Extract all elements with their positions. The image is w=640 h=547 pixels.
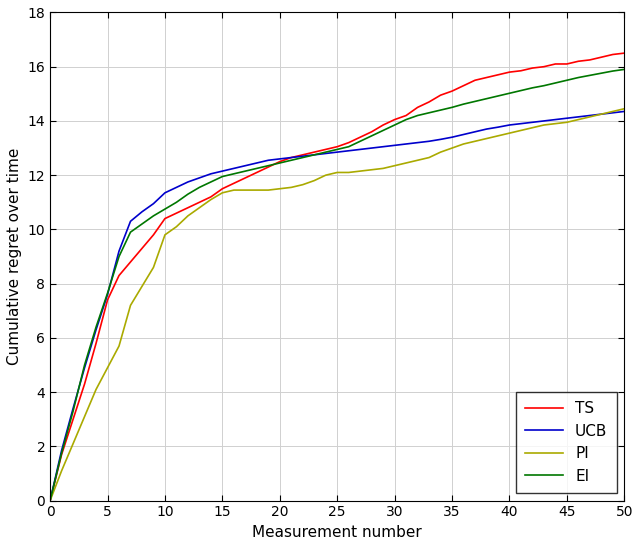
Line: UCB: UCB bbox=[50, 112, 624, 501]
EI bbox=[230, 171, 237, 177]
EI bbox=[425, 109, 433, 116]
EI bbox=[620, 66, 628, 73]
EI bbox=[46, 497, 54, 504]
TS bbox=[46, 497, 54, 504]
UCB bbox=[173, 184, 180, 191]
EI bbox=[609, 68, 617, 74]
Line: PI: PI bbox=[50, 109, 624, 501]
PI bbox=[609, 108, 617, 115]
UCB bbox=[425, 138, 433, 144]
UCB bbox=[218, 168, 226, 174]
UCB bbox=[230, 165, 237, 172]
PI bbox=[230, 187, 237, 194]
UCB bbox=[609, 109, 617, 116]
EI bbox=[173, 199, 180, 206]
TS bbox=[218, 185, 226, 192]
Line: TS: TS bbox=[50, 53, 624, 501]
UCB bbox=[460, 131, 467, 138]
PI bbox=[620, 106, 628, 112]
TS bbox=[425, 98, 433, 105]
UCB bbox=[620, 108, 628, 115]
PI bbox=[425, 154, 433, 161]
Line: EI: EI bbox=[50, 69, 624, 501]
EI bbox=[218, 173, 226, 180]
PI bbox=[46, 497, 54, 504]
Y-axis label: Cumulative regret over time: Cumulative regret over time bbox=[7, 148, 22, 365]
TS bbox=[230, 180, 237, 187]
PI bbox=[460, 141, 467, 147]
Legend: TS, UCB, PI, EI: TS, UCB, PI, EI bbox=[516, 392, 617, 493]
TS bbox=[609, 51, 617, 58]
TS bbox=[460, 83, 467, 89]
PI bbox=[173, 223, 180, 230]
TS bbox=[620, 50, 628, 56]
EI bbox=[460, 101, 467, 107]
X-axis label: Measurement number: Measurement number bbox=[252, 525, 422, 540]
UCB bbox=[46, 497, 54, 504]
TS bbox=[173, 210, 180, 217]
PI bbox=[218, 189, 226, 196]
